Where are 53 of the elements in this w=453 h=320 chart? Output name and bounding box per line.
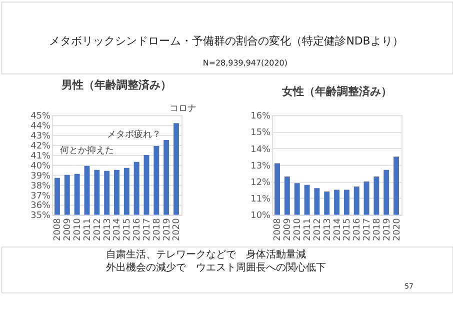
x-tick-label: 2019 [162,218,172,241]
y-tick-label: 40% [30,161,52,172]
x-tick-label: 2019 [382,218,392,241]
y-tick-label: 42% [30,141,52,152]
annotation: メタボ疲れ？ [106,129,161,140]
y-tick-label: 11% [250,194,272,205]
x-tick-label: 2009 [283,218,294,241]
y-tick-label: 15% [250,128,272,138]
y-tick-label: 13% [250,161,272,172]
x-tick-label: 2020 [172,218,182,241]
x-tick-label: 2015 [342,218,353,241]
text: 自粛生活、テレワークなどで 身体活動量減 [106,248,306,261]
x-tick-label: 2010 [73,218,84,241]
y-tick-label: 43% [30,132,52,142]
x-tick-label: 2012 [312,218,323,241]
x-tick-label: 2009 [63,218,74,241]
chart-title: 男性（年齢調整済み） [60,78,172,92]
x-tick-label: 2016 [132,218,143,241]
y-tick-label: 38% [30,181,52,192]
x-tick-label: 2012 [92,218,103,241]
y-tick-label: 37% [30,191,52,202]
x-tick-label: 2015 [122,218,133,241]
text: メタボリックシンドローム・予備群の割合の変化（特定健診NDBより） [49,34,404,48]
x-tick-label: 2008 [273,218,284,241]
y-tick-label: 14% [250,144,272,155]
x-tick-label: 2014 [112,218,123,241]
x-tick-label: 2018 [372,218,382,241]
x-tick-label: 2017 [142,218,152,241]
y-tick-label: 12% [250,178,272,188]
x-tick-label: 2011 [302,218,313,241]
y-tick-label: 10% [250,211,272,222]
y-tick-label: 16% [250,112,272,122]
text: 外出機会の減少で ウエスト周囲長への関心低下 [106,261,326,274]
x-tick-label: 2013 [322,218,333,241]
y-tick-label: 41% [30,151,52,162]
text: N=28,939,947(2020) [202,58,288,68]
x-tick-label: 2014 [332,218,343,241]
x-tick-label: 2011 [82,218,93,241]
annotation: 何とか抑えた [60,144,114,156]
x-tick-label: 2013 [102,218,113,241]
x-tick-label: 2020 [392,218,402,241]
text: コロナ [170,104,196,114]
y-tick-label: 35% [30,211,52,222]
y-tick-label: 39% [30,171,52,182]
x-tick-label: 2008 [53,218,64,241]
x-tick-label: 2018 [152,218,162,241]
x-tick-label: 2017 [362,218,373,241]
y-tick-label: 36% [30,201,52,212]
y-tick-label: 44% [30,122,52,132]
x-tick-label: 2016 [352,218,363,241]
y-tick-label: 45% [30,112,52,122]
x-tick-label: 2010 [293,218,304,241]
chart-title: 女性（年齢調整済み） [280,85,392,98]
